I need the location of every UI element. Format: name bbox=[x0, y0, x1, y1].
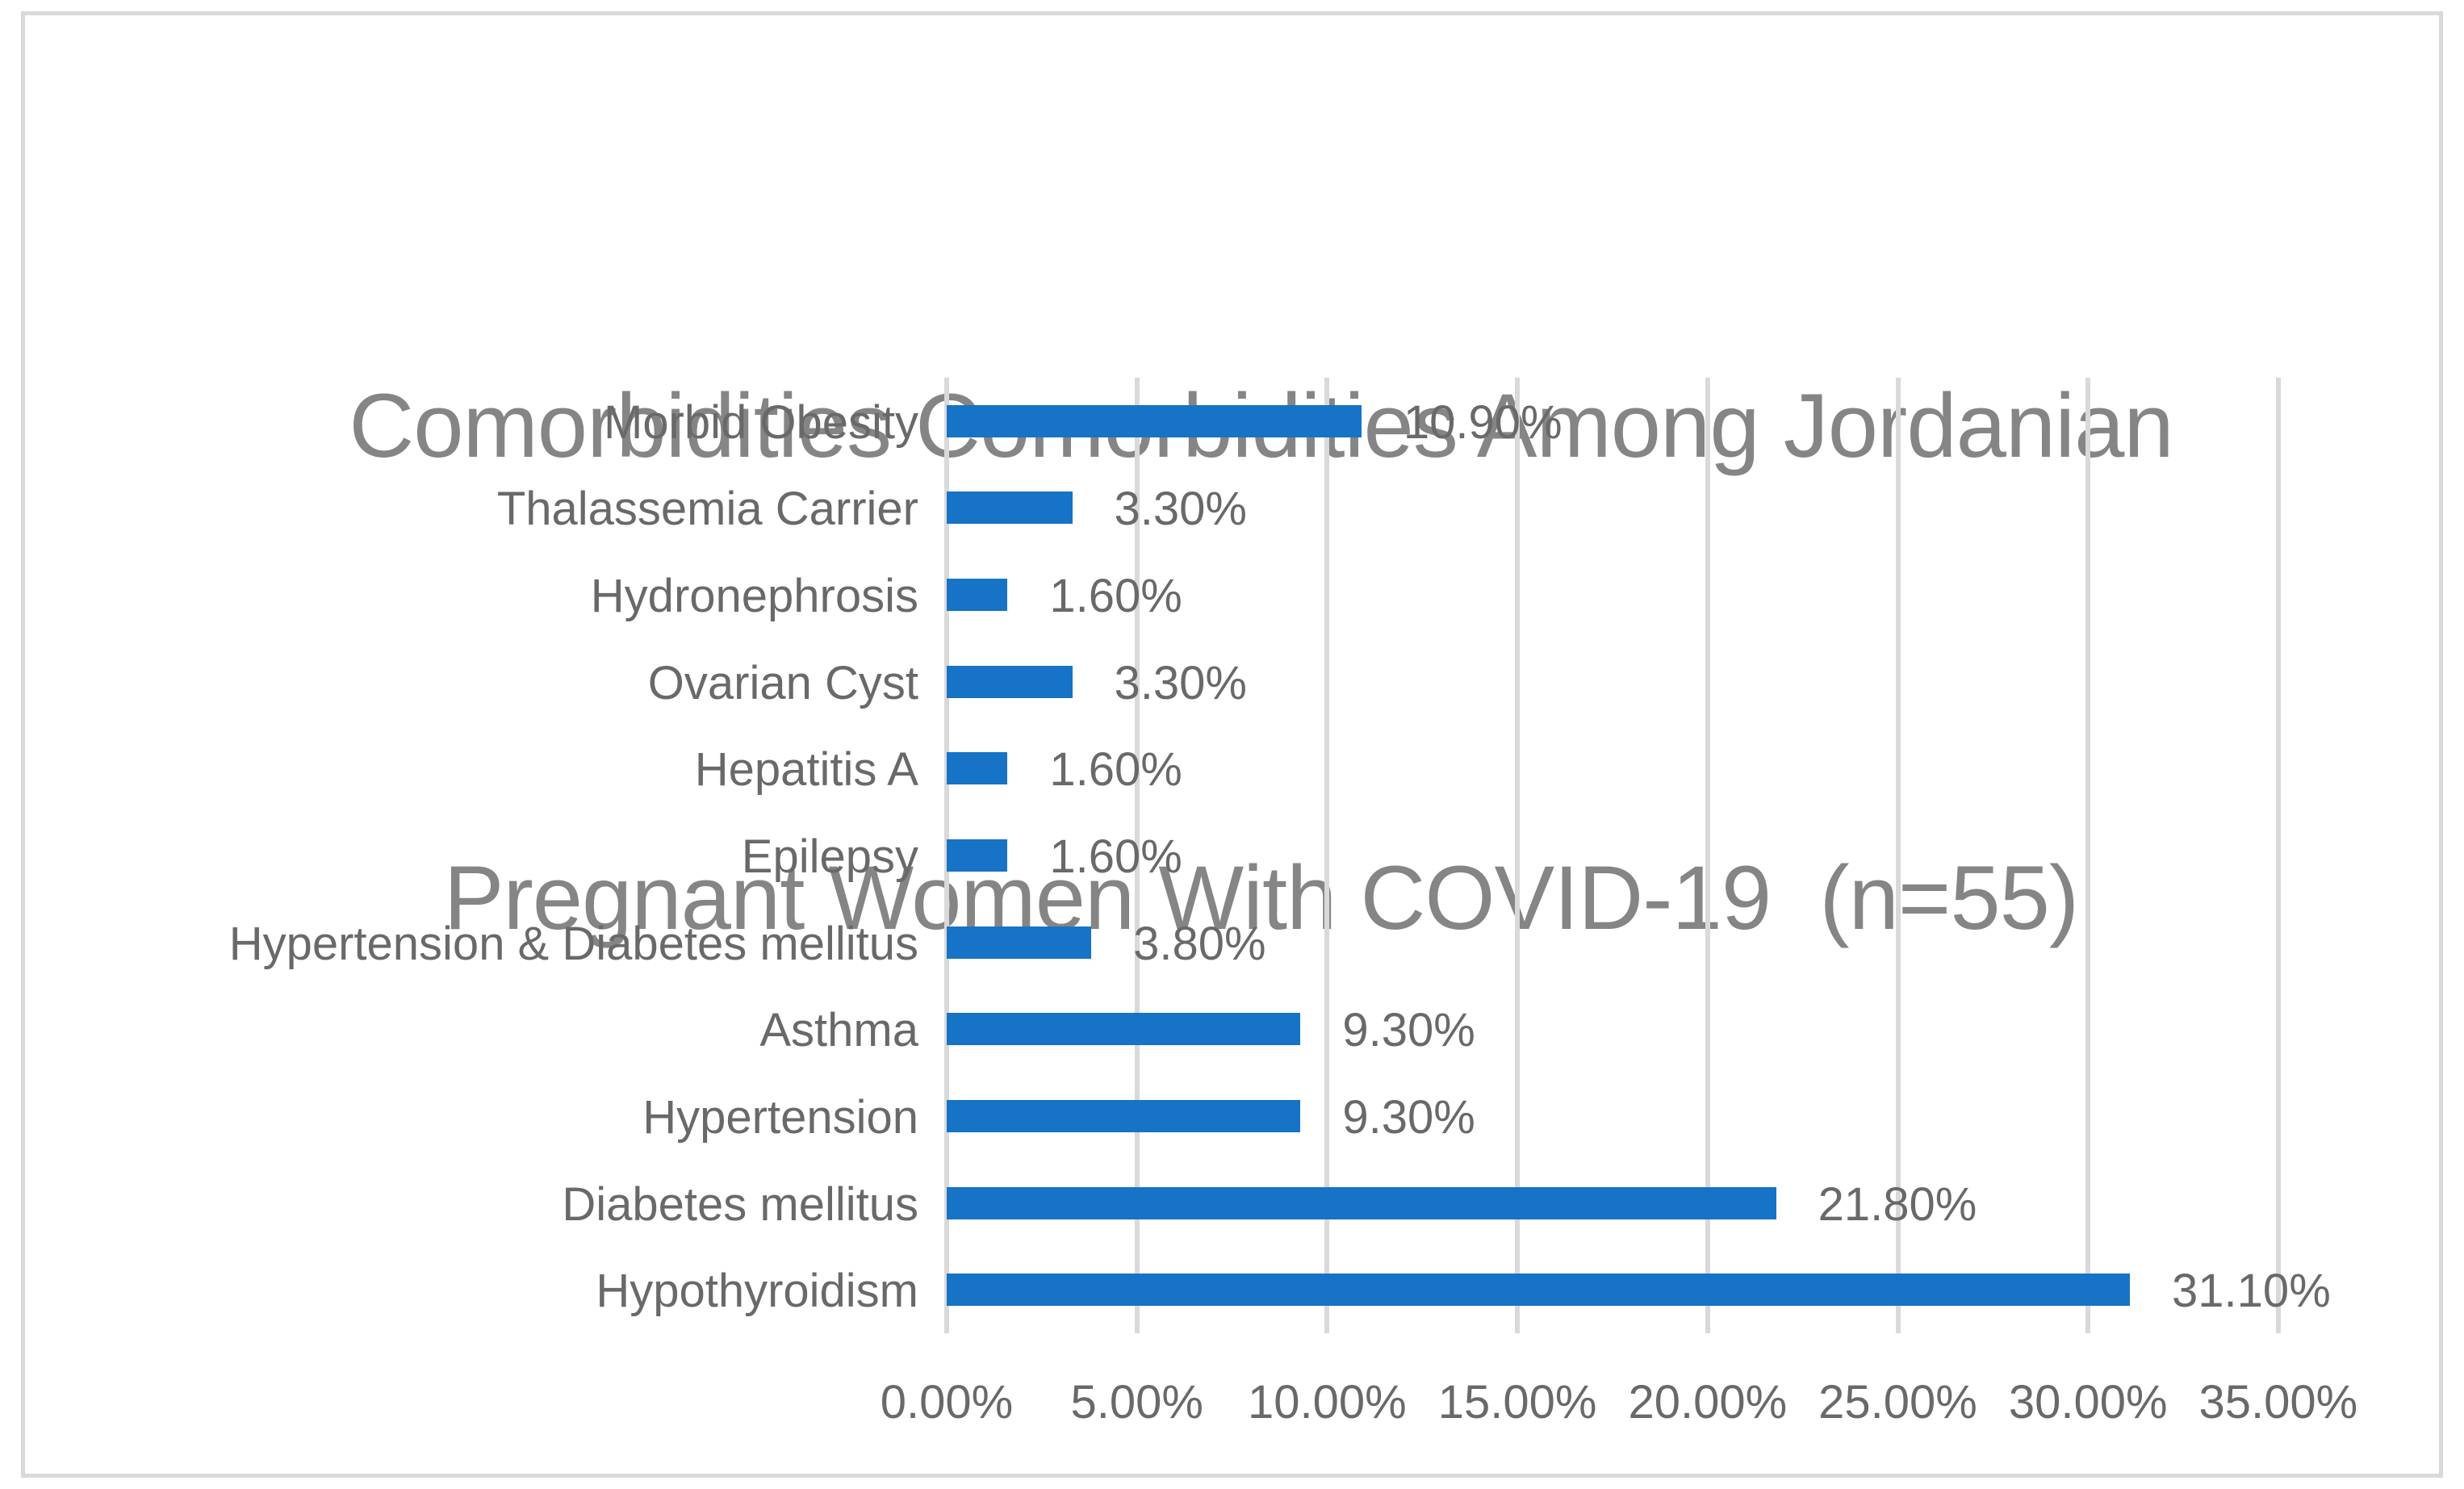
data-label-6: 3.80% bbox=[1133, 917, 1266, 970]
gridline-25 bbox=[1895, 378, 1901, 1333]
category-label-8: Hypertension bbox=[642, 1090, 918, 1144]
bar-row-3: 3.30% bbox=[947, 638, 2283, 726]
data-label-10: 31.10% bbox=[2172, 1265, 2331, 1318]
bar-10 bbox=[947, 1274, 2131, 1307]
data-label-7: 9.30% bbox=[1342, 1004, 1475, 1057]
category-axis-labels: Morbid Obesity Thalassemia Carrier Hydrone… bbox=[0, 378, 918, 1333]
bar-1 bbox=[947, 491, 1073, 525]
bar-3 bbox=[947, 665, 1073, 698]
data-label-8: 9.30% bbox=[1342, 1090, 1475, 1144]
value-axis-labels: 0.00% 5.00% 10.00% 15.00% 20.00% 25.00% 30.00%… bbox=[881, 1374, 2357, 1438]
category-label-7: Asthma bbox=[759, 1004, 918, 1057]
x-tick-label-0: 0.00% bbox=[880, 1376, 1014, 1428]
bar-row-8: 9.30% bbox=[947, 1073, 2283, 1160]
category-label-5: Epilepsy bbox=[741, 830, 918, 883]
x-tick-label-7: 35.00% bbox=[2198, 1376, 2358, 1428]
bar-row-5: 1.60% bbox=[947, 812, 2283, 899]
x-tick-label-4: 20.00% bbox=[1628, 1376, 1788, 1428]
gridline-35 bbox=[2275, 378, 2281, 1333]
x-tick-label-5: 25.00% bbox=[1818, 1376, 1977, 1428]
bar-7 bbox=[947, 1013, 1301, 1046]
gridline-30 bbox=[2085, 378, 2091, 1333]
bar-0 bbox=[947, 404, 1362, 437]
bar-row-6: 3.80% bbox=[947, 899, 2283, 986]
plot-area: 10.90% 3.30% 1.60% 3.30% 1.60% 1.60% 3.80% 9.30… bbox=[944, 378, 2331, 1333]
bar-5 bbox=[947, 839, 1008, 872]
x-tick-label-2: 10.00% bbox=[1248, 1376, 1407, 1428]
bar-row-1: 3.30% bbox=[947, 465, 2283, 552]
data-label-3: 3.30% bbox=[1114, 656, 1248, 709]
bar-row-7: 9.30% bbox=[947, 985, 2283, 1073]
data-label-4: 1.60% bbox=[1049, 743, 1182, 797]
bar-8 bbox=[947, 1099, 1301, 1132]
category-label-3: Ovarian Cyst bbox=[647, 656, 918, 709]
category-label-2: Hydronephrosis bbox=[590, 570, 918, 623]
bar-row-2: 1.60% bbox=[947, 551, 2283, 638]
bar-row-9: 21.80% bbox=[947, 1160, 2283, 1247]
category-label-0: Morbid Obesity bbox=[603, 395, 918, 449]
x-tick-label-3: 15.00% bbox=[1437, 1376, 1597, 1428]
gridline-10 bbox=[1324, 378, 1330, 1333]
category-label-9: Diabetes mellitus bbox=[562, 1177, 918, 1231]
category-label-4: Hepatitis A bbox=[694, 743, 918, 797]
bar-9 bbox=[947, 1186, 1776, 1219]
category-label-10: Hypothyroidism bbox=[596, 1265, 918, 1318]
data-label-0: 10.90% bbox=[1403, 395, 1562, 449]
gridline-5 bbox=[1134, 378, 1140, 1333]
data-label-1: 3.30% bbox=[1114, 483, 1248, 536]
category-label-1: Thalassemia Carrier bbox=[496, 483, 918, 536]
data-label-5: 1.60% bbox=[1049, 830, 1182, 883]
bar-row-0: 10.90% bbox=[947, 378, 2283, 465]
bar-4 bbox=[947, 752, 1008, 785]
x-tick-label-1: 5.00% bbox=[1070, 1376, 1203, 1428]
chart-frame-border bbox=[21, 11, 2443, 1478]
category-label-6: Hypertension & Diabetes mellitus bbox=[228, 917, 918, 970]
gridline-15 bbox=[1515, 378, 1521, 1333]
data-label-2: 1.60% bbox=[1049, 570, 1182, 623]
bar-row-10: 31.10% bbox=[947, 1246, 2331, 1333]
x-tick-label-6: 30.00% bbox=[2008, 1376, 2168, 1428]
bar-row-4: 1.60% bbox=[947, 726, 2283, 813]
data-label-9: 21.80% bbox=[1818, 1177, 1977, 1231]
bar-2 bbox=[947, 579, 1008, 612]
bar-6 bbox=[947, 926, 1092, 959]
gridline-20 bbox=[1705, 378, 1710, 1333]
chart-title-line-1: Comorbidities Comorbidities Among Jordan… bbox=[349, 375, 2173, 476]
